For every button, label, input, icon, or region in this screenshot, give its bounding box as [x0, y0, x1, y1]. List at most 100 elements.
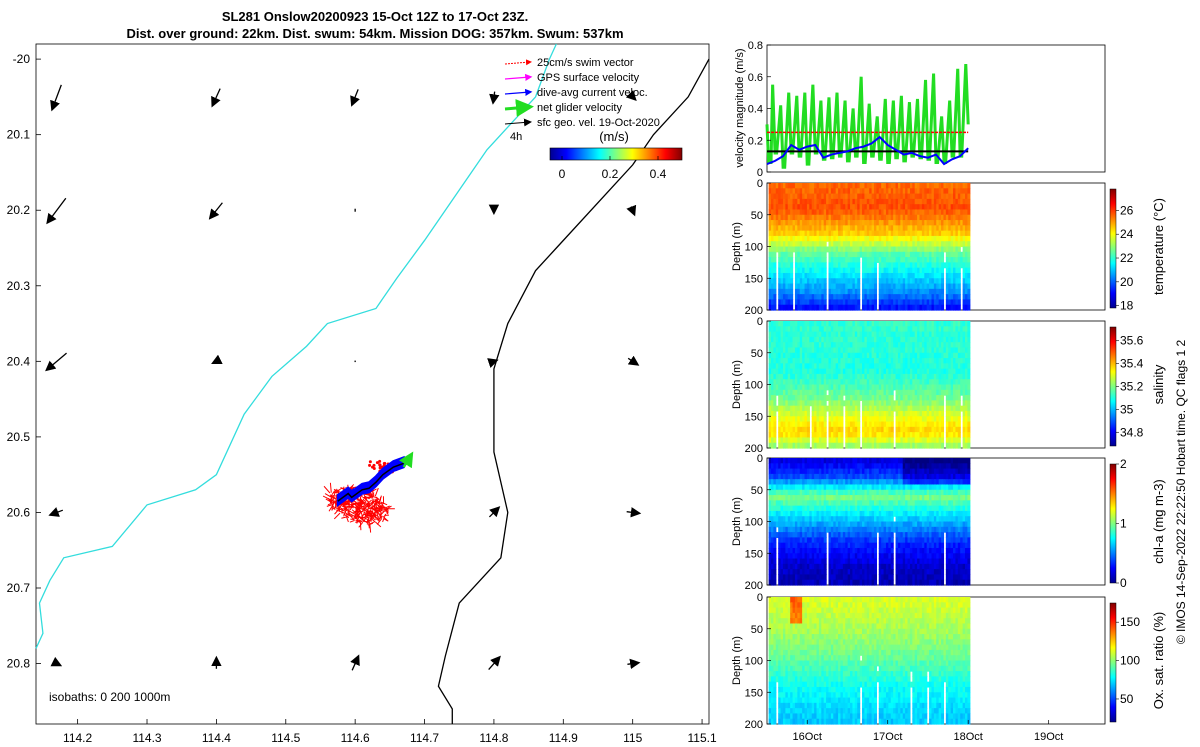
section-cell	[948, 198, 952, 205]
section-cell	[945, 209, 949, 216]
section-cell	[883, 288, 887, 295]
section-cell	[936, 183, 940, 189]
section-cell	[914, 214, 918, 221]
section-cell	[828, 400, 832, 407]
section-cell	[790, 283, 794, 290]
section-cell	[835, 389, 839, 396]
section-cell	[938, 294, 942, 301]
section-cell	[792, 193, 796, 200]
section-cell	[862, 188, 866, 195]
section-cell	[782, 283, 786, 290]
section-cell	[950, 294, 954, 301]
section-cell	[792, 204, 796, 211]
section-cell	[909, 193, 913, 200]
section-cell	[816, 400, 820, 407]
swim-vector	[363, 499, 367, 507]
section-cell	[806, 272, 810, 279]
section-cell	[967, 251, 971, 258]
section-cell	[926, 241, 930, 248]
current-vector-arrow	[626, 507, 642, 518]
section-cell	[845, 246, 849, 253]
section-cell	[838, 373, 842, 380]
section-cell	[773, 426, 777, 433]
section-cell	[854, 267, 858, 274]
section-cell	[967, 426, 971, 433]
section-cell	[780, 278, 784, 285]
section-cell	[936, 262, 940, 269]
section-cell	[941, 426, 945, 433]
section-cell	[828, 368, 832, 375]
swim-vector	[356, 513, 358, 523]
section-cell	[787, 432, 791, 439]
section-cell	[778, 384, 782, 391]
velocity-y-tick-label: 0.4	[748, 104, 763, 116]
section-cell	[775, 352, 779, 359]
section-cell	[900, 262, 904, 269]
section-cell	[790, 241, 794, 248]
section-cell	[790, 389, 794, 396]
section-cell	[917, 235, 921, 242]
section-cell	[768, 304, 772, 311]
section-cell	[909, 230, 913, 237]
swim-vector	[367, 516, 371, 523]
section-cell	[888, 225, 892, 232]
section-cell	[864, 230, 868, 237]
section-cell	[890, 225, 894, 232]
section-cell	[941, 437, 945, 444]
section-cell	[771, 363, 774, 370]
section-cell	[907, 183, 911, 189]
section-cell	[838, 304, 842, 311]
section-cell	[778, 241, 782, 248]
section-cell	[890, 214, 894, 221]
section-cell	[933, 251, 937, 258]
section-cell	[816, 363, 820, 370]
section-cell	[902, 183, 906, 189]
section-cell	[838, 288, 842, 295]
section-cell	[905, 220, 909, 226]
section-cell	[816, 262, 820, 269]
section-cell	[871, 288, 875, 295]
section-cell	[857, 416, 861, 423]
section-cell	[828, 225, 832, 232]
section-cell	[835, 283, 839, 290]
section-cell	[929, 235, 933, 242]
section-cell	[857, 410, 861, 417]
map-y-tick-label: 20.6	[7, 505, 31, 519]
section-cell	[809, 257, 813, 263]
section-cell	[924, 267, 928, 274]
section-cell	[924, 230, 928, 237]
section-cell	[773, 395, 777, 401]
section-cell	[852, 257, 856, 263]
section-cell	[818, 321, 822, 327]
section-cell	[895, 246, 899, 253]
section-cell	[802, 251, 806, 258]
section-cell	[893, 262, 897, 269]
section-y-tick-label: 50	[751, 210, 763, 222]
section-cell	[809, 209, 813, 216]
section-cell	[814, 262, 818, 269]
section-cell	[897, 257, 901, 263]
section-cell	[907, 262, 911, 269]
section-cell	[878, 209, 882, 216]
section-cell	[967, 336, 971, 343]
section-cell	[833, 405, 837, 412]
section-cell	[869, 235, 873, 242]
section-cell	[926, 304, 930, 311]
section-cell	[768, 358, 772, 364]
section-cell	[857, 421, 861, 428]
section-cell	[912, 251, 916, 258]
section-cell	[802, 358, 806, 364]
section-cell	[926, 214, 930, 221]
section-cell	[885, 288, 889, 295]
section-cell	[835, 347, 839, 354]
section-cell	[957, 214, 961, 221]
section-cell	[914, 288, 918, 295]
section-cell	[780, 257, 784, 263]
section-cell	[938, 193, 942, 200]
section-cell	[782, 220, 786, 226]
section-cell	[814, 251, 818, 258]
section-cell	[828, 342, 832, 349]
section-cell	[845, 241, 849, 248]
section-cell	[897, 204, 901, 211]
section-cell	[905, 299, 909, 306]
